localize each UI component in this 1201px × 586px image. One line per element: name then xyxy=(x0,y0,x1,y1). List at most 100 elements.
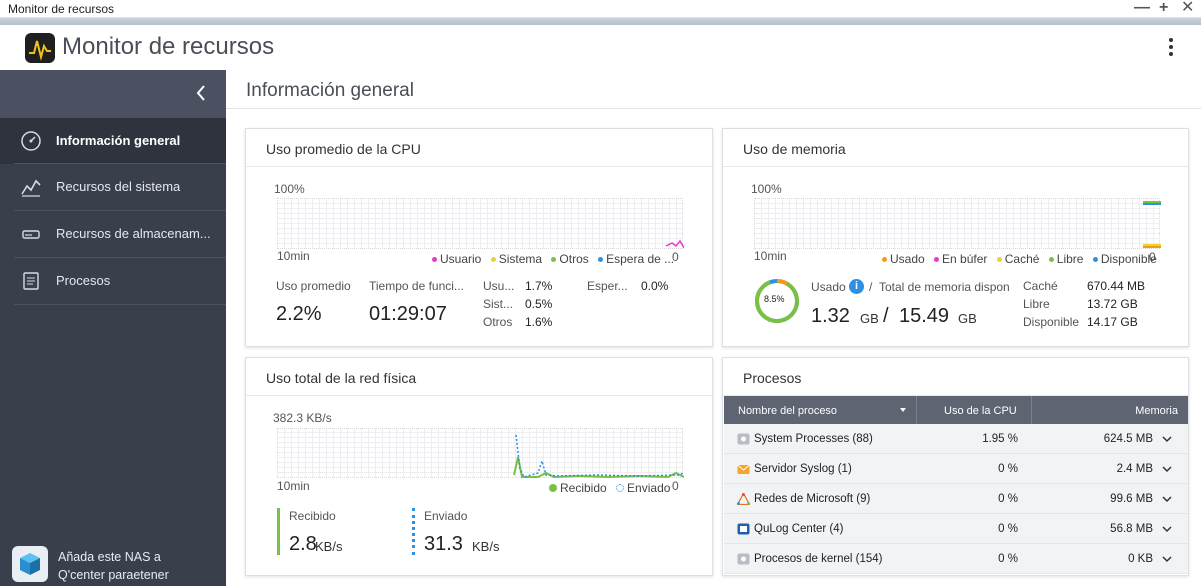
chevron-down-icon[interactable] xyxy=(1161,433,1173,445)
sent-label: Enviado xyxy=(424,509,468,523)
gear-process-icon xyxy=(737,553,750,565)
qulog-icon xyxy=(737,523,750,535)
window-title: Monitor de recursos xyxy=(8,2,115,16)
cpu-wait-label: Esper... xyxy=(587,279,628,293)
chevron-down-icon[interactable] xyxy=(1161,523,1173,535)
minimize-icon[interactable]: — xyxy=(1134,0,1150,16)
memory-detail-value: 13.72 GB xyxy=(1087,297,1138,311)
process-cpu: 0 % xyxy=(998,523,1018,535)
processes-panel: Procesos Nombre del proceso Uso de la CP… xyxy=(722,357,1189,576)
sidebar-divider xyxy=(14,304,226,305)
title-divider xyxy=(226,108,1201,109)
more-options-icon[interactable] xyxy=(1163,35,1179,61)
otros-legend-icon xyxy=(551,256,557,262)
memory-detail-label: Libre xyxy=(1023,297,1050,311)
cpu-uptime-value: 01:29:07 xyxy=(369,303,447,325)
collapse-sidebar-icon[interactable] xyxy=(190,82,212,104)
sidebar-item-system-resources[interactable]: Recursos del sistema xyxy=(0,164,226,210)
maximize-icon[interactable]: + xyxy=(1159,0,1169,16)
sidebar-divider xyxy=(14,257,226,258)
memory-axis-top: 100% xyxy=(751,182,782,196)
sidebar-header xyxy=(0,70,226,118)
cpu-breakdown-value: 1.6% xyxy=(525,315,553,329)
sort-dropdown-icon[interactable] xyxy=(900,408,906,412)
promo-line-1: Añada este NAS a xyxy=(58,550,161,564)
cpu-axis-top: 100% xyxy=(274,182,305,196)
network-axis-right: 0 xyxy=(672,479,679,493)
network-chart xyxy=(277,428,684,479)
network-legend: Recibido Enviado xyxy=(543,481,670,495)
sent-bar-icon xyxy=(412,508,415,555)
cpu-breakdown-label: Usu... xyxy=(483,279,515,293)
memory-legend-label: Caché xyxy=(1004,252,1040,266)
memory-used-label: Usado xyxy=(811,280,846,294)
qcenter-promo[interactable]: Añada este NAS a Q'center paraetener xyxy=(0,536,226,586)
sidebar-divider xyxy=(14,163,226,164)
cpu-avg-label: Uso promedio xyxy=(276,279,351,293)
dashboard-gauge-icon xyxy=(20,130,42,152)
network-panel: Uso total de la red física 382.3 KB/s 10… xyxy=(245,357,713,576)
processes-panel-title: Procesos xyxy=(743,370,802,386)
storage-drive-icon xyxy=(20,223,42,245)
memory-total-label: Total de memoria dispon xyxy=(879,280,1010,294)
memory-used-unit: GB xyxy=(860,311,879,326)
chevron-down-icon[interactable] xyxy=(1161,463,1173,475)
table-row[interactable]: QuLog Center (4) 0 % 56.8 MB xyxy=(724,514,1188,544)
line-chart-icon xyxy=(20,176,42,198)
memory-axis-right: 0 xyxy=(1149,250,1156,264)
column-header-memory[interactable]: Memoria xyxy=(1135,405,1178,417)
cpu-avg-value: 2.2% xyxy=(276,303,322,325)
process-list-icon xyxy=(20,270,42,292)
table-row[interactable]: Procesos de kernel (154) 0 % 0 KB xyxy=(724,544,1188,574)
process-memory: 2.4 MB xyxy=(1116,463,1153,475)
envelope-icon xyxy=(737,464,750,474)
table-row[interactable]: Servidor Syslog (1) 0 % 2.4 MB xyxy=(724,454,1188,484)
process-name: QuLog Center (4) xyxy=(754,523,844,535)
disponible-legend-icon xyxy=(1092,256,1098,262)
sidebar-item-overview[interactable]: Información general xyxy=(0,118,226,164)
bufer-legend-icon xyxy=(934,256,940,262)
process-memory: 99.6 MB xyxy=(1110,493,1153,505)
memory-usage-donut: 8.5% xyxy=(753,277,801,325)
cpu-legend: Usuario Sistema Otros Espera de ... xyxy=(426,252,674,266)
sent-legend-icon xyxy=(616,484,625,493)
app-header: Monitor de recursos xyxy=(0,25,1201,70)
table-row[interactable]: Redes de Microsoft (9) 0 % 99.6 MB xyxy=(724,484,1188,514)
column-header-cpu[interactable]: Uso de la CPU xyxy=(944,405,1017,417)
network-axis-top: 382.3 KB/s xyxy=(273,411,332,425)
memory-detail-value: 670.44 MB xyxy=(1087,279,1146,293)
gear-process-icon xyxy=(737,433,750,445)
cpu-breakdown-label: Sist... xyxy=(483,297,514,311)
processes-table-header: Nombre del proceso Uso de la CPU Memoria xyxy=(724,396,1188,424)
process-name: Redes de Microsoft (9) xyxy=(754,493,871,505)
memory-total-unit: GB xyxy=(958,311,977,326)
process-name: Procesos de kernel (154) xyxy=(754,553,883,565)
process-memory: 56.8 MB xyxy=(1110,523,1153,535)
network-legend-label: Enviado xyxy=(627,481,671,495)
cpu-axis-right: 0 xyxy=(672,250,679,264)
cpu-breakdown-label: Otros xyxy=(483,315,513,329)
column-divider xyxy=(916,396,917,424)
received-value: 2.8 xyxy=(289,533,317,555)
chevron-down-icon[interactable] xyxy=(1161,553,1173,565)
sidebar-item-processes[interactable]: Procesos xyxy=(0,258,226,304)
received-unit: KB/s xyxy=(315,539,343,554)
cpu-wait-value: 0.0% xyxy=(641,279,669,293)
process-cpu: 0 % xyxy=(998,463,1018,475)
libre-legend-icon xyxy=(1048,256,1054,262)
table-row[interactable]: System Processes (88) 1.95 % 624.5 MB xyxy=(724,424,1188,454)
close-icon[interactable]: ✕ xyxy=(1181,0,1195,16)
memory-chart xyxy=(754,198,1161,249)
process-memory: 624.5 MB xyxy=(1103,433,1153,445)
info-icon[interactable]: i xyxy=(849,279,864,294)
process-name: Servidor Syslog (1) xyxy=(754,463,852,475)
cpu-axis-bottom: 10min xyxy=(277,249,310,263)
column-header-name[interactable]: Nombre del proceso xyxy=(738,405,838,417)
accent-stripe xyxy=(0,18,1201,25)
cache-legend-icon xyxy=(996,256,1002,262)
sidebar-item-storage-resources[interactable]: Recursos de almacenam... xyxy=(0,211,226,257)
usuario-legend-icon xyxy=(432,256,437,262)
chevron-down-icon[interactable] xyxy=(1161,493,1173,505)
donut-percent-label: 8.5% xyxy=(764,294,785,304)
cpu-legend-label: Usuario xyxy=(440,252,482,266)
